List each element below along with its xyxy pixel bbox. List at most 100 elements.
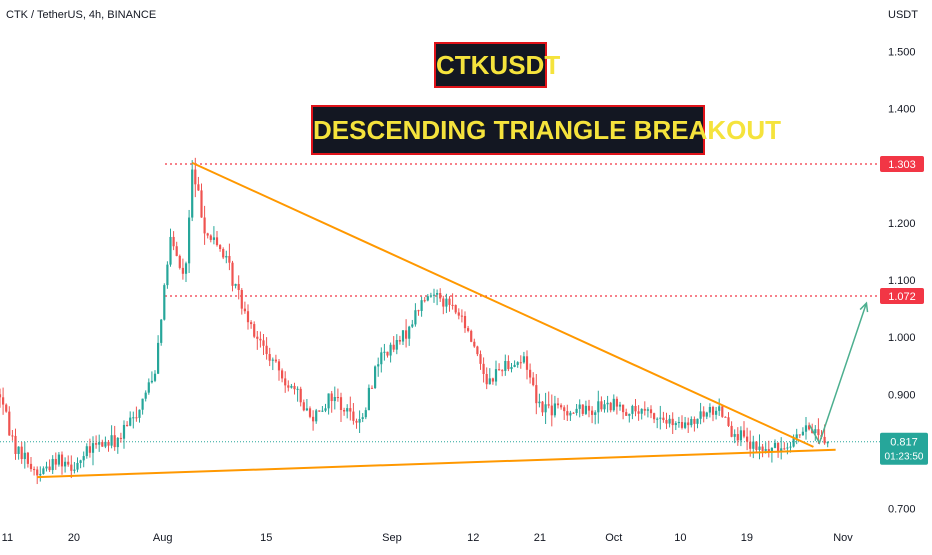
candle-body [615,398,618,407]
candle-body [414,310,417,325]
candle-body [572,412,575,414]
candle-body [668,418,671,424]
candle-body [814,429,817,434]
y-axis-unit-label: USDT [888,9,918,21]
candle-body [82,456,85,461]
candle-body [20,446,23,460]
candle-body [265,345,268,355]
candle-body [773,442,777,448]
candle-body [584,405,587,414]
candle-body [581,404,584,414]
candle-body [494,369,498,382]
candle-body [129,417,132,426]
candle-body [587,405,591,411]
projection-arrow [808,302,868,445]
candle-body [184,263,188,274]
candle-body [33,469,36,471]
candle-body [237,283,240,290]
candle-body [510,366,513,370]
candle-body [609,402,612,411]
x-tick-label: Oct [605,532,622,544]
candle-body [228,255,231,263]
candle-body [302,402,305,411]
candle-body [113,435,116,448]
x-tick-label: 10 [674,532,686,544]
candle-body [95,443,98,445]
candle-body [470,330,473,342]
price-level-tag [880,288,924,304]
candle-body [578,404,581,409]
candle-body [429,295,432,297]
candle-body [457,312,460,316]
candle-body [606,402,609,405]
candle-body [23,452,26,460]
candle-body [212,237,215,240]
candle-body [646,409,649,411]
x-tick-label: Aug [153,532,173,544]
candle-body [157,342,160,374]
candle-body [191,169,194,218]
candle-body [504,361,507,371]
candle-body [253,324,256,337]
candle-body [544,404,547,413]
candle-body [126,424,129,426]
candle-body [746,436,749,442]
candle-body [144,392,147,399]
candle-body [153,373,157,381]
candle-body [324,408,327,411]
candle-body [501,370,504,372]
candle-body [225,255,228,258]
symbol-title: CTK / TetherUS, 4h, BINANCE [6,9,157,21]
candle-body [473,341,476,347]
candle-body [277,361,281,371]
candle-body [764,449,767,451]
candle-body [826,441,829,444]
trendline [191,161,814,448]
candle-body [671,418,674,426]
candle-body [305,408,308,411]
candle-body [330,393,333,402]
candle-body [0,394,2,398]
candle-body [739,430,742,441]
candle-body [758,446,761,450]
candle-body [659,417,662,419]
candle-body [246,311,250,323]
candle-body [64,461,67,467]
candle-body [817,429,820,436]
candle-body [367,387,370,411]
candle-body [761,446,764,451]
candle-body [150,380,153,383]
candle-body [684,422,687,428]
candle-body [724,416,727,418]
candle-body [67,461,70,465]
candle-body [250,322,253,325]
candle-body [612,398,615,411]
candle-body [575,408,578,413]
y-tick-label: 1.400 [888,104,916,116]
candle-body [795,434,798,439]
candle-body [454,305,457,313]
candle-body [141,398,144,410]
candle-body [85,446,88,457]
candle-body [532,377,535,386]
candle-body [705,412,708,417]
candle-body [749,441,752,449]
candle-body [420,300,423,311]
candle-body [448,298,451,305]
candle-body [5,404,8,412]
candle-body [591,410,594,415]
candle-body [417,310,420,312]
candle-body [625,412,628,416]
candle-body [643,408,646,411]
candle-body [733,434,736,437]
candle-body [17,446,20,454]
candle-body [432,294,436,296]
candle-body [405,330,408,339]
candle-body [801,431,804,436]
candle-body [346,408,349,412]
candle-body [284,378,287,386]
candle-body [786,447,789,449]
candle-body [79,460,82,463]
candle-body [699,411,702,419]
